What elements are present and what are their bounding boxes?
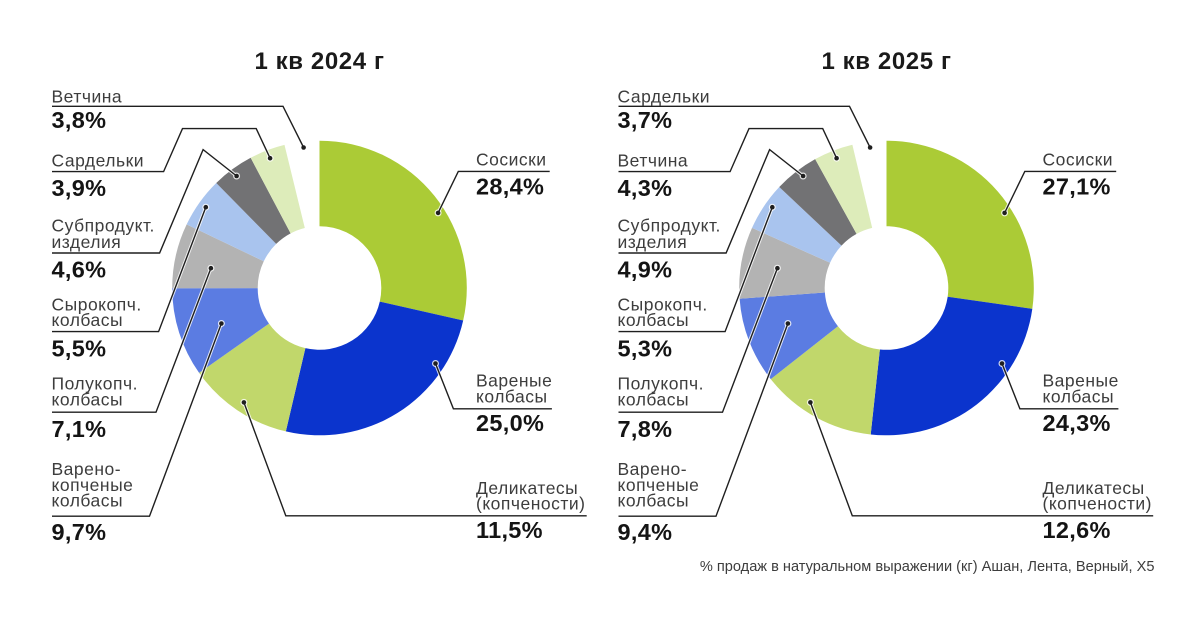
svg-text:колбасы: колбасы <box>52 389 124 409</box>
svg-text:изделия: изделия <box>618 232 688 252</box>
svg-text:колбасы: колбасы <box>618 389 690 409</box>
svg-text:колбасы: колбасы <box>52 491 124 511</box>
svg-text:11,5%: 11,5% <box>476 517 543 543</box>
svg-text:Сосиски: Сосиски <box>476 150 547 170</box>
svg-text:Вареные: Вареные <box>1043 371 1119 391</box>
svg-text:Вареные: Вареные <box>476 371 552 391</box>
svg-text:Полукопч.: Полукопч. <box>618 374 704 394</box>
svg-text:изделия: изделия <box>52 232 122 252</box>
svg-text:(копчености): (копчености) <box>1043 494 1153 514</box>
svg-text:3,9%: 3,9% <box>52 175 107 201</box>
svg-text:% продаж в натуральном выражен: % продаж в натуральном выражении (кг) Аш… <box>700 559 1155 575</box>
svg-text:Деликатесы: Деликатесы <box>476 478 578 498</box>
svg-text:Сардельки: Сардельки <box>618 87 711 107</box>
svg-text:Сосиски: Сосиски <box>1043 150 1114 170</box>
svg-text:5,5%: 5,5% <box>52 336 107 362</box>
svg-text:9,4%: 9,4% <box>618 519 673 545</box>
svg-text:Варено-: Варено- <box>618 459 688 479</box>
svg-text:28,4%: 28,4% <box>476 174 544 200</box>
svg-text:Сырокопч.: Сырокопч. <box>618 295 708 315</box>
svg-text:7,1%: 7,1% <box>52 416 107 442</box>
svg-text:копченые: копченые <box>52 475 134 495</box>
svg-text:колбасы: колбасы <box>618 491 690 511</box>
svg-text:Субпродукт.: Субпродукт. <box>618 215 721 235</box>
svg-text:Субпродукт.: Субпродукт. <box>52 215 155 235</box>
svg-text:1 кв 2024 г: 1 кв 2024 г <box>254 48 384 75</box>
svg-text:колбасы: колбасы <box>52 310 124 330</box>
svg-text:Сырокопч.: Сырокопч. <box>52 295 142 315</box>
svg-text:колбасы: колбасы <box>618 310 690 330</box>
svg-text:7,8%: 7,8% <box>618 416 673 442</box>
svg-text:Полукопч.: Полукопч. <box>52 374 138 394</box>
svg-text:9,7%: 9,7% <box>52 519 107 545</box>
svg-text:Ветчина: Ветчина <box>618 151 689 171</box>
svg-text:(копчености): (копчености) <box>476 494 586 514</box>
svg-text:колбасы: колбасы <box>1043 386 1115 406</box>
svg-text:3,7%: 3,7% <box>618 107 673 133</box>
svg-text:Сардельки: Сардельки <box>52 151 145 171</box>
svg-text:Ветчина: Ветчина <box>52 87 123 107</box>
svg-text:Деликатесы: Деликатесы <box>1043 478 1145 498</box>
svg-text:1 кв 2025 г: 1 кв 2025 г <box>821 48 951 75</box>
svg-text:Варено-: Варено- <box>52 459 122 479</box>
svg-text:12,6%: 12,6% <box>1043 517 1111 543</box>
svg-text:27,1%: 27,1% <box>1043 174 1111 200</box>
svg-text:5,3%: 5,3% <box>618 336 673 362</box>
svg-text:4,6%: 4,6% <box>52 257 107 283</box>
svg-text:4,3%: 4,3% <box>618 175 673 201</box>
svg-text:25,0%: 25,0% <box>476 410 544 436</box>
svg-text:колбасы: колбасы <box>476 386 548 406</box>
svg-text:3,8%: 3,8% <box>52 107 107 133</box>
svg-text:24,3%: 24,3% <box>1043 410 1111 436</box>
svg-text:4,9%: 4,9% <box>618 257 673 283</box>
svg-text:копченые: копченые <box>618 475 700 495</box>
